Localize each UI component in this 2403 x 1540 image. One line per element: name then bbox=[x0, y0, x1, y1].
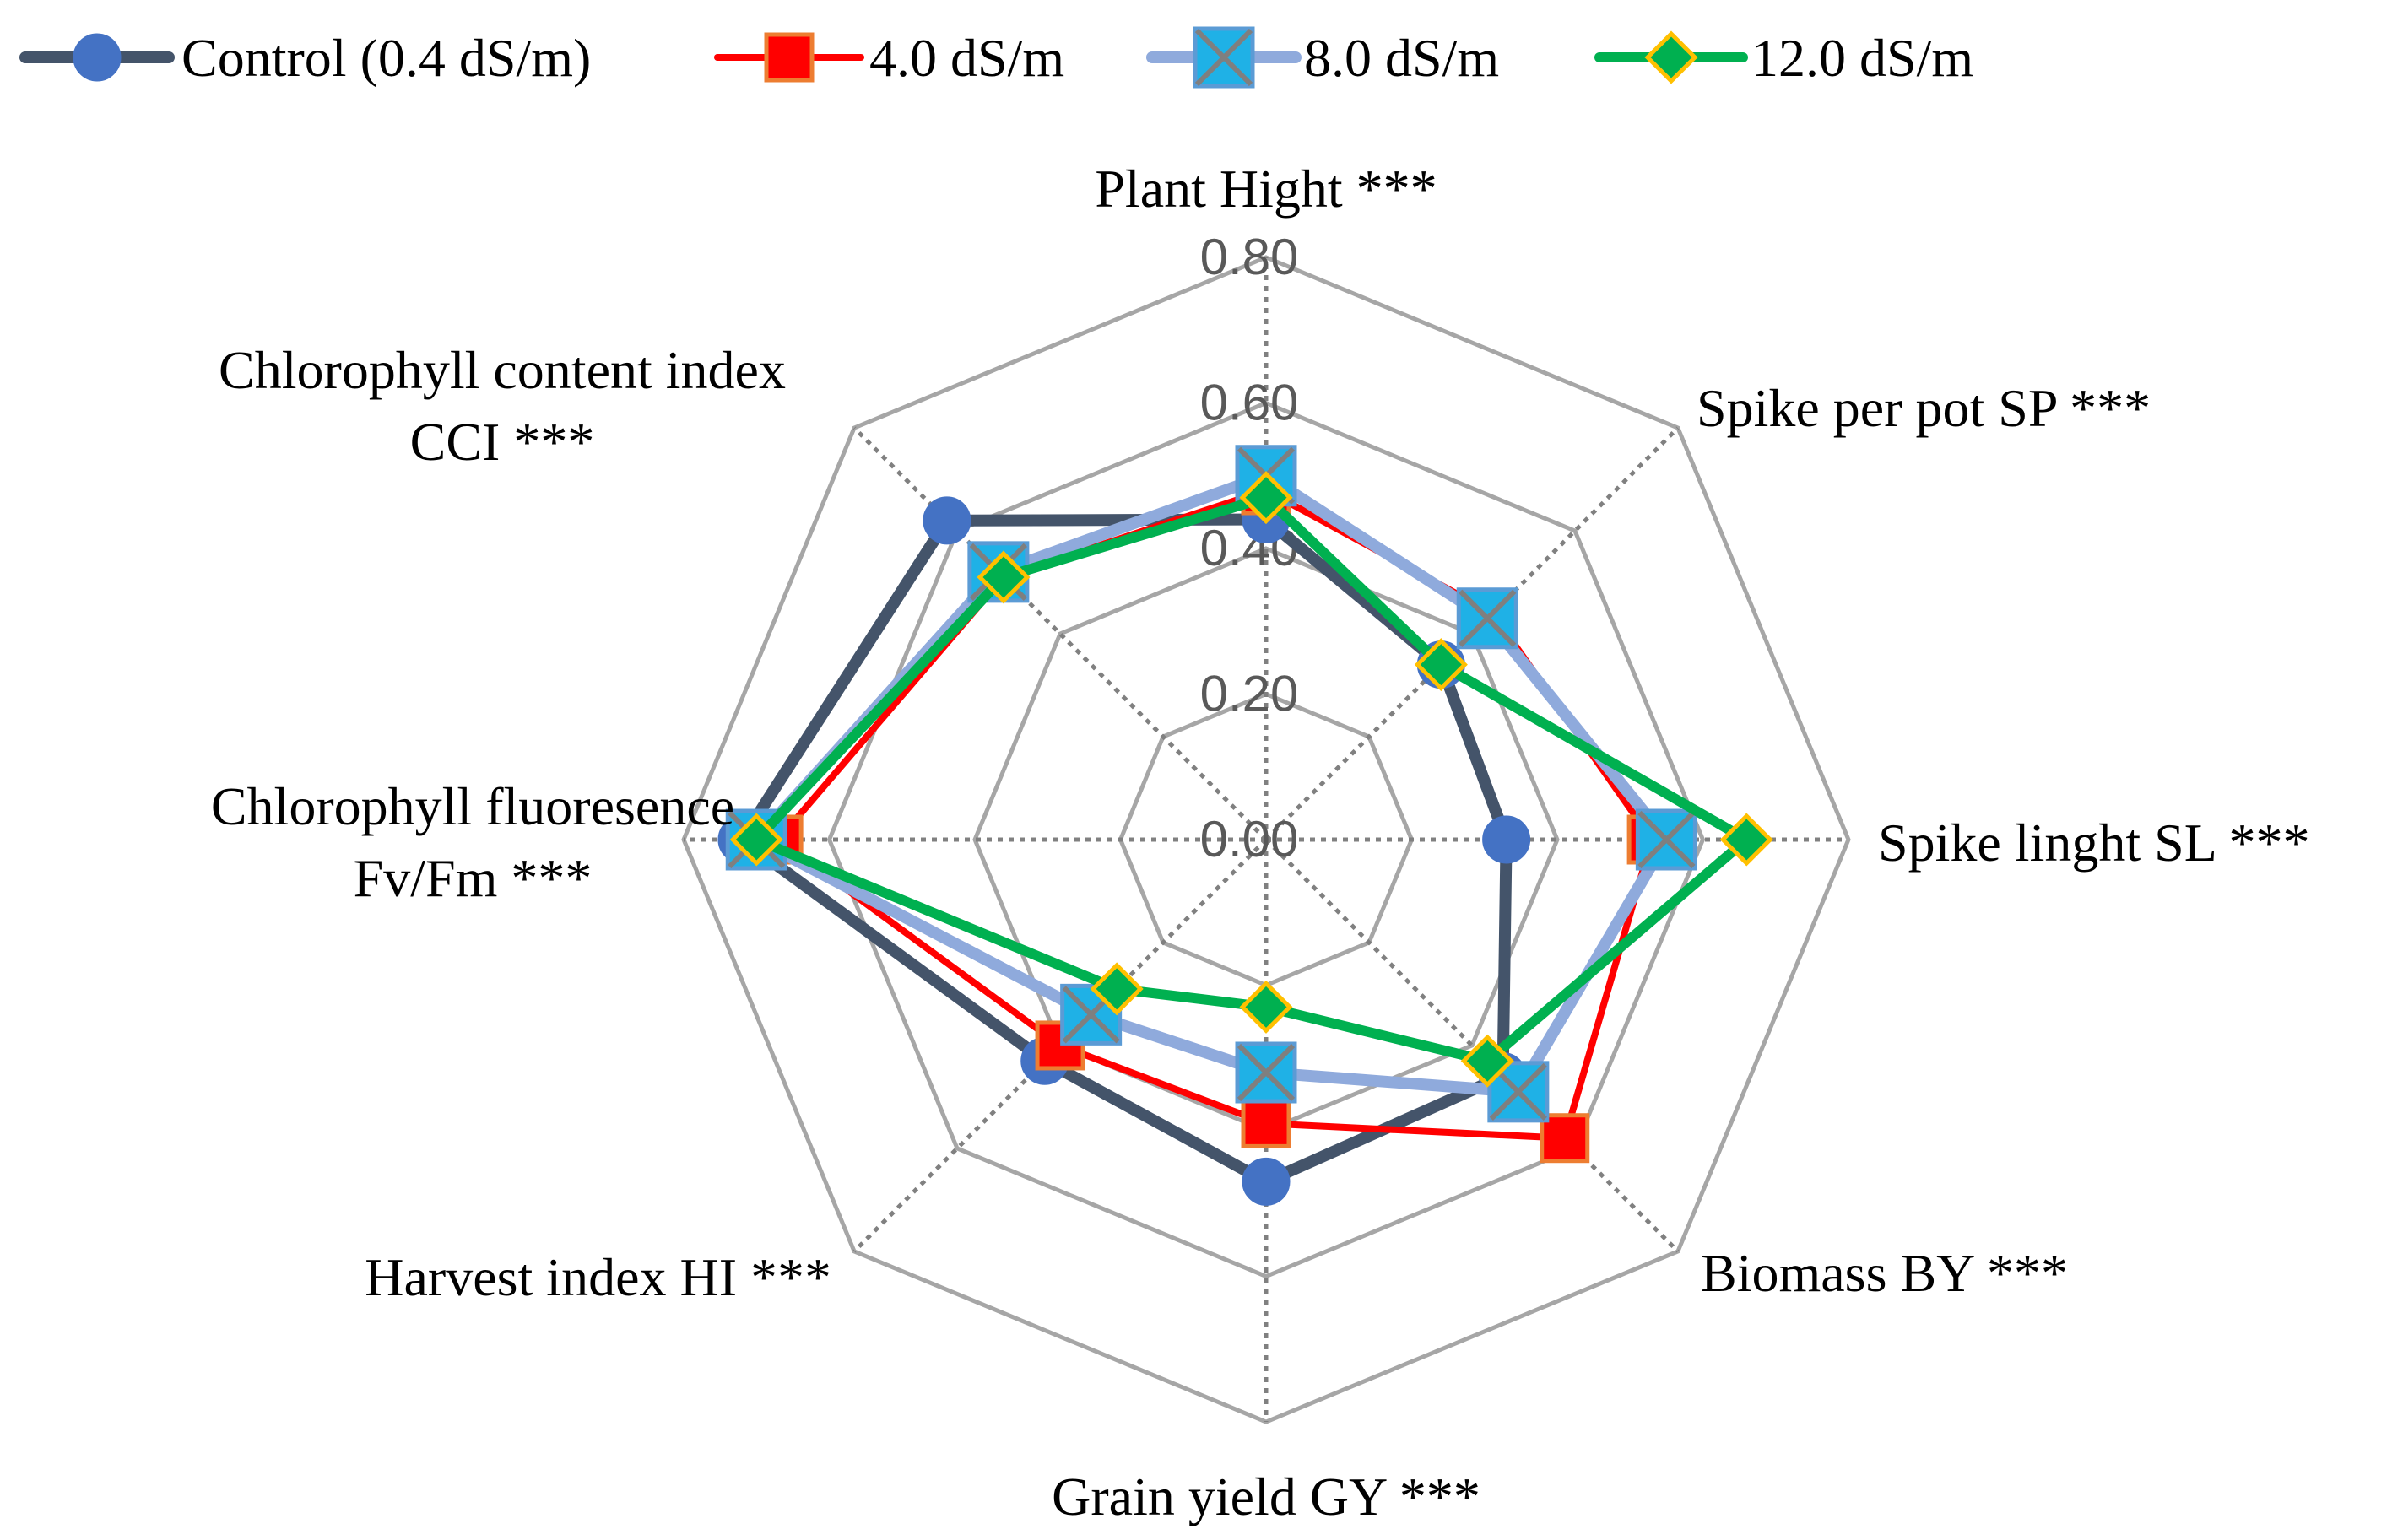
data-point-8-0-ds-m-spike-linght-sl bbox=[1635, 808, 1697, 871]
data-point-control-0-4-ds-m-grain-yield-gy bbox=[1242, 1157, 1291, 1206]
tick-label: 0.20 bbox=[1200, 666, 1299, 722]
tick-label: 0.00 bbox=[1200, 811, 1299, 867]
axis-label-chlorophyll-fluoresence-fv-fm-line1: Chlorophyll fluoresence bbox=[211, 776, 734, 836]
data-point-12-0-ds-m-spike-per-pot-sp bbox=[1414, 638, 1468, 692]
tick-label: 0.80 bbox=[1200, 229, 1299, 285]
axis-label-chlorophyll-fluoresence-fv-fm-line2: Fv/Fm *** bbox=[354, 848, 593, 908]
data-point-8-0-ds-m-spike-per-pot-sp bbox=[1456, 587, 1518, 650]
axis-label-harvest-index-hi: Harvest index HI *** bbox=[365, 1247, 831, 1307]
axis-label-spike-linght-sl: Spike linght SL *** bbox=[1878, 813, 2309, 873]
legend-marker-8-0-ds-m bbox=[1193, 26, 1255, 89]
data-point-12-0-ds-m-grain-yield-gy bbox=[1239, 980, 1293, 1034]
axis-label-chlorophyll-content-index-cci-line1: Chlorophyll content index bbox=[219, 340, 786, 400]
data-point-control-0-4-ds-m-spike-linght-sl bbox=[1482, 815, 1531, 864]
legend-marker-4-0-ds-m bbox=[764, 32, 815, 83]
legend-marker-control-0-4-ds-m bbox=[73, 33, 122, 82]
spoke-spike-per-pot-sp bbox=[1264, 426, 1680, 841]
data-point-12-0-ds-m-biomass-by bbox=[1460, 1034, 1514, 1088]
legend-label: 4.0 dS/m bbox=[869, 28, 1064, 88]
axis-label-grain-yield-gy: Grain yield GY *** bbox=[1052, 1467, 1480, 1526]
legend-marker-12-0-ds-m bbox=[1644, 30, 1698, 84]
spoke-harvest-index-hi bbox=[852, 838, 1268, 1253]
spoke-chlorophyll-content-index-cci bbox=[852, 426, 1268, 841]
axis-label-plant-hight: Plant Hight *** bbox=[1095, 159, 1437, 219]
series-12-0-ds-m bbox=[729, 471, 1773, 1088]
legend-label: 8.0 dS/m bbox=[1304, 28, 1499, 88]
data-point-8-0-ds-m-grain-yield-gy bbox=[1235, 1041, 1297, 1104]
data-point-12-0-ds-m-chlorophyll-fluoresence-fv-fm bbox=[729, 813, 783, 867]
radial-tick-labels: 0.000.200.400.600.80 bbox=[1200, 229, 1299, 867]
legend-label: 12.0 dS/m bbox=[1751, 28, 1973, 88]
data-point-12-0-ds-m-plant-hight bbox=[1239, 471, 1293, 525]
legend-item-4-0-ds-m: 4.0 dS/m bbox=[714, 28, 1064, 88]
axis-labels: Plant Hight *** Spike per pot SP *** Spike… bbox=[211, 159, 2310, 1526]
data-point-4-0-ds-m-biomass-by bbox=[1540, 1113, 1590, 1164]
series-group bbox=[717, 445, 1773, 1206]
legend-item-8-0-ds-m: 8.0 dS/m bbox=[1146, 26, 1499, 89]
data-point-12-0-ds-m-harvest-index-hi bbox=[1090, 962, 1144, 1016]
legend-item-12-0-ds-m: 12.0 dS/m bbox=[1594, 28, 1973, 88]
data-point-control-0-4-ds-m-chlorophyll-content-index-cci bbox=[923, 496, 971, 545]
tick-label: 0.60 bbox=[1200, 375, 1299, 431]
axis-label-chlorophyll-content-index-cci-line2: CCI *** bbox=[410, 412, 595, 472]
data-point-12-0-ds-m-chlorophyll-content-index-cci bbox=[977, 550, 1031, 604]
legend: Control (0.4 dS/m) 4.0 dS/m 8.0 dS/m 12.0 d… bbox=[19, 26, 1973, 89]
spoke-biomass-by bbox=[1264, 838, 1680, 1253]
grid-ring-3 bbox=[826, 400, 1706, 1279]
axis-label-biomass-by: Biomass BY *** bbox=[1701, 1243, 2068, 1303]
data-point-4-0-ds-m-grain-yield-gy bbox=[1241, 1098, 1291, 1148]
legend-item-control-0-4-ds-m: Control (0.4 dS/m) bbox=[19, 28, 591, 88]
axis-label-spike-per-pot-sp: Spike per pot SP *** bbox=[1697, 378, 2151, 438]
legend-label: Control (0.4 dS/m) bbox=[181, 28, 591, 88]
data-point-12-0-ds-m-spike-linght-sl bbox=[1719, 813, 1773, 867]
